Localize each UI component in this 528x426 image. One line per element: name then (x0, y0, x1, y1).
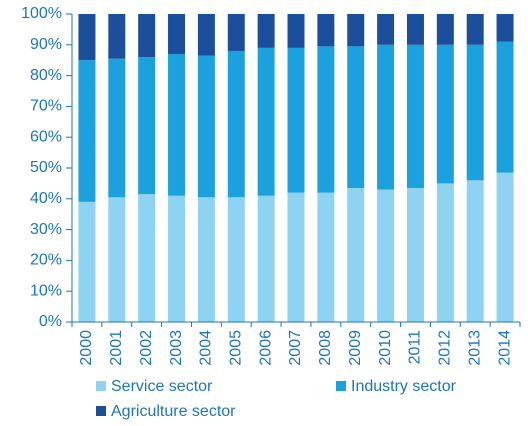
bar-segment (436, 183, 454, 322)
bar-segment (436, 44, 454, 184)
bar-segment (197, 197, 215, 322)
bar-segment (197, 14, 215, 56)
legend-label: Industry sector (351, 378, 457, 395)
legend-swatch (96, 381, 106, 391)
y-tick-label: 90% (30, 36, 62, 53)
legend-swatch (96, 406, 106, 416)
x-tick-label: 2004 (198, 330, 215, 366)
bar-segment (406, 44, 424, 189)
bar-segment (108, 14, 126, 59)
bar-segment (406, 188, 424, 322)
x-tick-label: 2007 (287, 330, 304, 366)
legend-label: Agriculture sector (111, 403, 236, 420)
bar-segment (168, 195, 186, 322)
x-tick-label: 2009 (347, 330, 364, 366)
bar-segment (78, 201, 96, 322)
bar-segment (347, 188, 365, 322)
y-tick-label: 20% (30, 252, 62, 269)
x-tick-label: 2001 (108, 330, 125, 366)
bar-segment (138, 14, 156, 58)
bar-segment (78, 60, 96, 202)
y-tick-label: 40% (30, 190, 62, 207)
x-tick-label: 2000 (78, 330, 95, 366)
bar-segment (347, 14, 365, 47)
x-tick-label: 2010 (377, 330, 394, 366)
bar-segment (257, 14, 275, 48)
x-tick-label: 2005 (227, 330, 244, 366)
bar-segment (347, 46, 365, 189)
legend-label: Service sector (111, 378, 213, 395)
bar-segment (78, 14, 96, 61)
bar-segment (317, 46, 335, 193)
bar-segment (197, 55, 215, 198)
bar-segment (168, 14, 186, 55)
bar-segment (138, 194, 156, 322)
bar-segment (377, 14, 395, 45)
bar-segment (377, 189, 395, 322)
bar-segment (496, 41, 514, 173)
x-tick-label: 2013 (466, 330, 483, 366)
bar-segment (436, 14, 454, 45)
bar-segment (466, 44, 484, 181)
bar-segment (227, 50, 245, 198)
bar-segment (287, 47, 305, 193)
bar-segment (257, 195, 275, 322)
bar-segment (287, 14, 305, 48)
legend-swatch (336, 381, 346, 391)
y-tick-label: 0% (39, 313, 62, 330)
y-tick-label: 30% (30, 221, 62, 238)
bar-segment (466, 14, 484, 45)
x-tick-label: 2003 (168, 330, 185, 366)
bar-segment (317, 192, 335, 322)
bar-segment (108, 58, 126, 198)
bar-segment (377, 44, 395, 190)
y-tick-label: 80% (30, 67, 62, 84)
bar-segment (496, 14, 514, 42)
bar-segment (406, 14, 424, 45)
bar-segment (287, 192, 305, 322)
y-tick-label: 100% (21, 5, 62, 22)
y-tick-label: 50% (30, 159, 62, 176)
x-tick-label: 2006 (257, 330, 274, 366)
x-tick-label: 2012 (437, 330, 454, 366)
bar-segment (168, 54, 186, 196)
bar-segment (496, 172, 514, 322)
x-tick-label: 2011 (407, 330, 424, 365)
bar-segment (227, 14, 245, 51)
bar-segment (227, 197, 245, 322)
x-tick-label: 2014 (496, 330, 513, 366)
bar-segment (317, 14, 335, 47)
x-tick-label: 2002 (138, 330, 155, 366)
bar-segment (466, 180, 484, 322)
bar-segment (108, 197, 126, 322)
y-tick-label: 70% (30, 98, 62, 115)
bar-segment (257, 47, 275, 196)
y-tick-label: 10% (30, 282, 62, 299)
bar-segment (138, 57, 156, 195)
y-tick-label: 60% (30, 128, 62, 145)
x-tick-label: 2008 (317, 330, 334, 366)
